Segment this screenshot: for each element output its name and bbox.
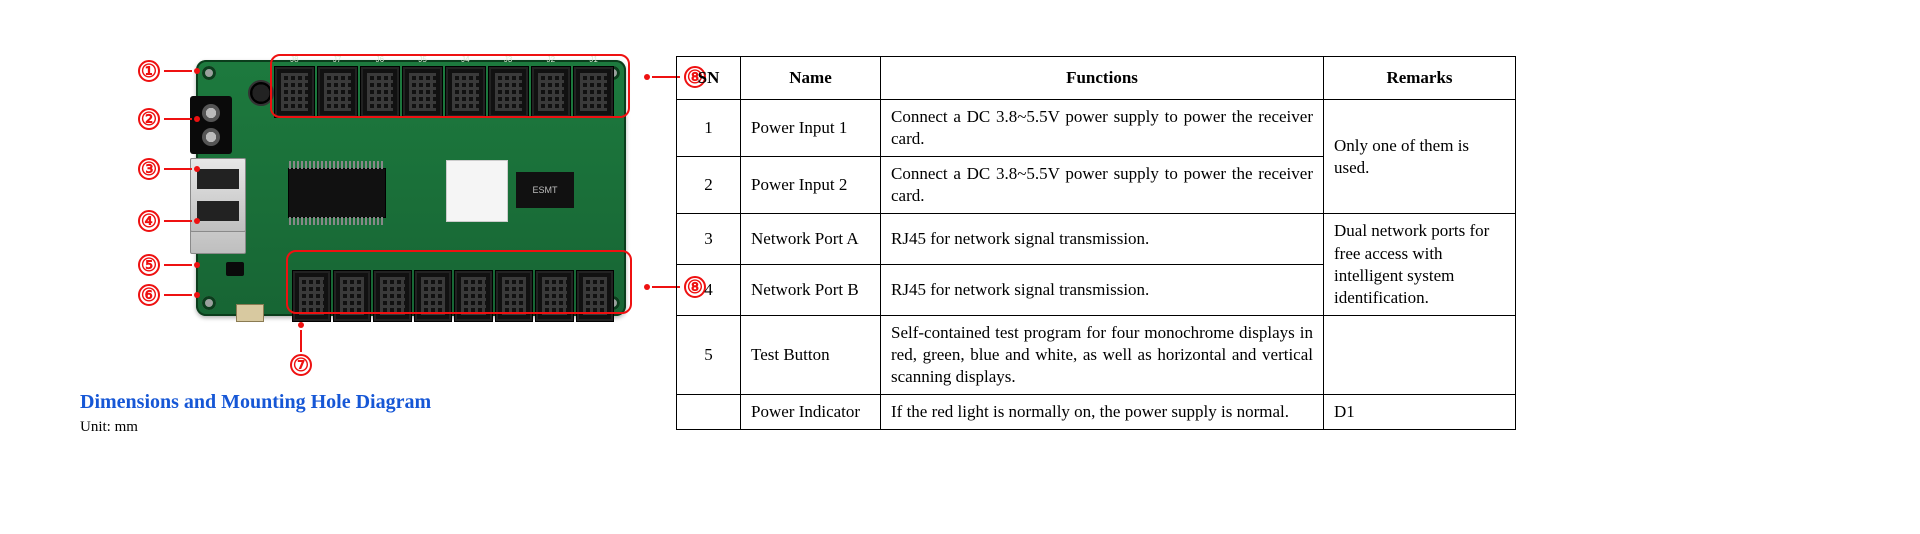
spec-table: SN Name Functions Remarks 1Power Input 1…	[676, 56, 1516, 430]
capacitor-icon	[248, 80, 274, 106]
cell-sn: 4	[677, 265, 741, 316]
chip-icon: ESMT	[516, 172, 574, 208]
cell-remarks: Dual network ports for free access with …	[1324, 214, 1516, 315]
callout-3: ③	[138, 158, 200, 180]
cell-remarks	[1324, 315, 1516, 394]
table-row: 1Power Input 1Connect a DC 3.8~5.5V powe…	[677, 100, 1516, 157]
cell-sn: 3	[677, 214, 741, 265]
mount-hole	[202, 66, 216, 80]
pcb-board: J8 J7 J6 J5 J4 J3 J2 J1	[196, 60, 626, 316]
cell-name: Power Indicator	[741, 395, 881, 430]
cell-name: Test Button	[741, 315, 881, 394]
header-label: J5	[403, 55, 442, 64]
board-diagram: J8 J7 J6 J5 J4 J3 J2 J1	[140, 54, 660, 524]
table-row: Power IndicatorIf the red light is norma…	[677, 395, 1516, 430]
col-header-remarks: Remarks	[1324, 57, 1516, 100]
spec-table-body: 1Power Input 1Connect a DC 3.8~5.5V powe…	[677, 100, 1516, 430]
cell-name: Network Port A	[741, 214, 881, 265]
cell-remarks: D1	[1324, 395, 1516, 430]
cell-functions: RJ45 for network signal transmission.	[881, 265, 1324, 316]
header-label: J8	[275, 55, 314, 64]
header-label: J4	[446, 55, 485, 64]
header-label: J7	[318, 55, 357, 64]
callout-7: ⑦	[290, 322, 312, 376]
cell-functions: Connect a DC 3.8~5.5V power supply to po…	[881, 100, 1324, 157]
header-label: J1	[574, 55, 613, 64]
cell-functions: If the red light is normally on, the pow…	[881, 395, 1324, 430]
chip-icon	[446, 160, 508, 222]
callout-4: ④	[138, 210, 200, 232]
header-label: J6	[361, 55, 400, 64]
col-header-sn: SN	[677, 57, 741, 100]
connector-icon	[236, 304, 264, 322]
cell-name: Power Input 2	[741, 157, 881, 214]
header-row-top: J8 J7 J6 J5 J4 J3 J2 J1	[274, 66, 614, 118]
cell-functions: Connect a DC 3.8~5.5V power supply to po…	[881, 157, 1324, 214]
cell-name: Network Port B	[741, 265, 881, 316]
cell-sn: 1	[677, 100, 741, 157]
cell-sn	[677, 395, 741, 430]
callout-5: ⑤	[138, 254, 200, 276]
header-label: J3	[489, 55, 528, 64]
spec-table-area: SN Name Functions Remarks 1Power Input 1…	[676, 56, 1516, 436]
table-row: 3Network Port ARJ45 for network signal t…	[677, 214, 1516, 265]
cell-sn: 2	[677, 157, 741, 214]
test-button-icon	[226, 262, 244, 276]
cell-functions: Self-contained test program for four mon…	[881, 315, 1324, 394]
header-row-bottom	[292, 270, 614, 322]
cell-functions: RJ45 for network signal transmission.	[881, 214, 1324, 265]
cell-name: Power Input 1	[741, 100, 881, 157]
callout-1: ①	[138, 60, 200, 82]
col-header-functions: Functions	[881, 57, 1324, 100]
unit-label: Unit: mm	[80, 418, 138, 436]
callout-6: ⑥	[138, 284, 200, 306]
chip-icon	[288, 168, 386, 218]
cell-sn: 5	[677, 315, 741, 394]
section-heading: Dimensions and Mounting Hole Diagram	[80, 390, 640, 414]
callout-2: ②	[138, 108, 200, 130]
col-header-name: Name	[741, 57, 881, 100]
table-row: 5Test ButtonSelf-contained test program …	[677, 315, 1516, 394]
header-label: J2	[532, 55, 571, 64]
mount-hole	[202, 296, 216, 310]
cell-remarks: Only one of them is used.	[1324, 100, 1516, 214]
